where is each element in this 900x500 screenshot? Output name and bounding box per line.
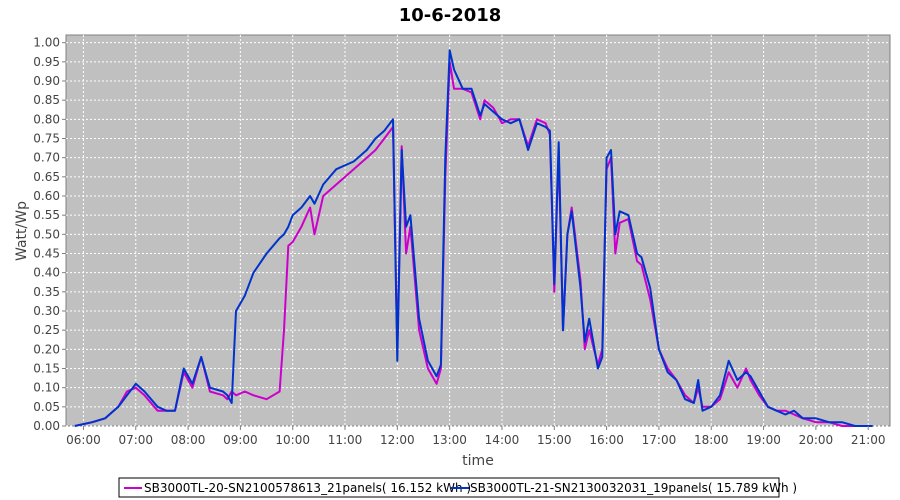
y-tick-label: 0.40 bbox=[33, 266, 60, 280]
x-tick-label: 11:00 bbox=[328, 433, 363, 447]
x-axis: 06:00 07:00 08:00 09:00 10:00 11:00 12:00 13:00… bbox=[66, 426, 885, 447]
x-axis-label: time bbox=[462, 453, 494, 469]
x-tick-label: 17:00 bbox=[642, 433, 677, 447]
y-tick-label: 0.25 bbox=[33, 323, 60, 337]
x-tick-label: 15:00 bbox=[537, 433, 572, 447]
y-tick-label: 0.90 bbox=[33, 74, 60, 88]
y-tick-label: 0.85 bbox=[33, 93, 60, 107]
x-tick-label: 20:00 bbox=[799, 433, 834, 447]
y-tick-label: 0.50 bbox=[33, 227, 60, 241]
y-tick-label: 0.95 bbox=[33, 55, 60, 69]
y-tick-label: 0.45 bbox=[33, 247, 60, 261]
y-tick-label: 0.55 bbox=[33, 208, 60, 222]
y-tick-label: 0.30 bbox=[33, 304, 60, 318]
y-tick-label: 1.00 bbox=[33, 36, 60, 50]
legend-frame bbox=[118, 477, 780, 498]
y-tick-label: 0.65 bbox=[33, 170, 60, 184]
y-tick-label: 0.80 bbox=[33, 112, 60, 126]
legend-entry-series-1: SB3000TL-20-SN2100578613_21panels( 16.15… bbox=[144, 481, 471, 495]
x-tick-label: 16:00 bbox=[589, 433, 624, 447]
y-axis: 0.00 0.05 0.10 0.15 0.20 0.25 0.30 0.35 0.40 0.45… bbox=[33, 36, 66, 433]
x-tick-label: 12:00 bbox=[380, 433, 415, 447]
x-tick-label: 13:00 bbox=[432, 433, 467, 447]
x-tick-label: 06:00 bbox=[66, 433, 101, 447]
gridlines bbox=[66, 35, 890, 427]
x-tick-label: 08:00 bbox=[171, 433, 206, 447]
y-tick-label: 0.75 bbox=[33, 132, 60, 146]
series-line-2 bbox=[74, 49, 873, 427]
x-tick-label: 18:00 bbox=[694, 433, 729, 447]
x-tick-label: 09:00 bbox=[223, 433, 258, 447]
y-tick-label: 0.35 bbox=[33, 285, 60, 299]
legend-entry-series-2: SB3000TL-21-SN2130032031_19panels( 15.78… bbox=[470, 481, 797, 495]
legend: SB3000TL-20-SN2100578613_21panels( 16.15… bbox=[118, 477, 797, 498]
y-tick-label: 0.10 bbox=[33, 381, 60, 395]
y-tick-label: 0.00 bbox=[33, 419, 60, 433]
series-layer bbox=[74, 49, 873, 427]
y-tick-label: 0.70 bbox=[33, 151, 60, 165]
x-tick-label: 14:00 bbox=[485, 433, 520, 447]
x-tick-label: 07:00 bbox=[118, 433, 153, 447]
x-tick-label: 10:00 bbox=[275, 433, 310, 447]
plot-area bbox=[65, 34, 891, 427]
y-tick-label: 0.15 bbox=[33, 362, 60, 376]
y-tick-label: 0.60 bbox=[33, 189, 60, 203]
y-tick-label: 0.20 bbox=[33, 342, 60, 356]
x-tick-label: 19:00 bbox=[746, 433, 781, 447]
y-axis-label: Watt/Wp bbox=[14, 201, 30, 261]
chart-title: 10-6-2018 bbox=[399, 5, 502, 26]
y-tick-label: 0.05 bbox=[33, 400, 60, 414]
x-tick-label: 21:00 bbox=[851, 433, 886, 447]
